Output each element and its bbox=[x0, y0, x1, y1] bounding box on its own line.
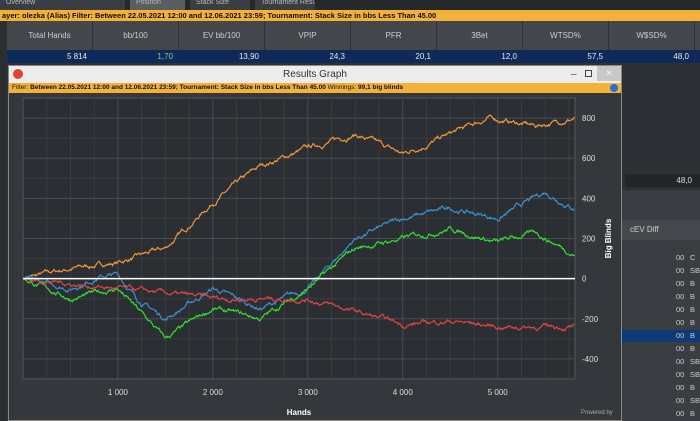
cell: B bbox=[690, 409, 696, 418]
cell: 00 bbox=[676, 292, 685, 301]
cell: 00 bbox=[676, 344, 685, 353]
table-row[interactable]: 00 B bbox=[620, 291, 700, 303]
y-tick-label: 600 bbox=[582, 154, 596, 163]
help-icon[interactable] bbox=[610, 84, 618, 92]
x-axis-label: Hands bbox=[287, 408, 312, 417]
stat-value: 24,3 bbox=[329, 52, 345, 61]
tab[interactable]: Stack Size bbox=[190, 0, 250, 10]
tab-active[interactable]: Position bbox=[130, 0, 185, 10]
cell: SB bbox=[690, 370, 700, 379]
cell: SB bbox=[690, 266, 700, 275]
x-tick-label: 5 000 bbox=[488, 388, 509, 397]
y-tick-label: 400 bbox=[582, 194, 596, 203]
filter-text: Between 22.05.2021 12:00 and 12.06.2021 … bbox=[30, 84, 326, 91]
stat-value: 1,70 bbox=[157, 52, 173, 61]
minimize-button[interactable]: – bbox=[571, 69, 577, 80]
tab[interactable]: Overview bbox=[0, 0, 125, 10]
stats-header: Total Hands bb/100 EV bb/100 VPIP PFR 3Bet WTS… bbox=[7, 21, 700, 50]
series-line-non-showdown bbox=[22, 278, 575, 332]
cell: 00 bbox=[676, 396, 685, 405]
stats-values: 5 814 1,70 13,90 24,3 20,1 12,0 57,5 48,0 bbox=[7, 50, 700, 63]
winnings-label: Winnings: bbox=[327, 84, 357, 91]
tab-bar: Overview Position Stack Size Tournament … bbox=[0, 0, 700, 10]
cell: 00 bbox=[676, 305, 685, 314]
x-tick-label: 3 000 bbox=[298, 388, 319, 397]
stat-value: 20,1 bbox=[415, 52, 431, 61]
table-row[interactable]: 00 B bbox=[620, 408, 700, 420]
maximize-button[interactable] bbox=[585, 70, 592, 77]
stat-header: VPIP bbox=[265, 21, 351, 50]
stat-header: PFR bbox=[351, 21, 437, 50]
x-tick-label: 4 000 bbox=[393, 388, 414, 397]
stat-value: 57,5 bbox=[587, 52, 603, 61]
table-row[interactable]: 00 SB bbox=[620, 369, 700, 381]
filter-bar: ayer: olezka (Alias) Filter: Between 22.… bbox=[0, 10, 700, 21]
close-button[interactable]: × bbox=[597, 66, 621, 81]
tab[interactable]: Tournament Results bbox=[255, 0, 315, 10]
cell: B bbox=[690, 305, 696, 314]
x-tick-label: 2 000 bbox=[203, 388, 224, 397]
cell: 00 bbox=[676, 266, 685, 275]
cell: 00 bbox=[676, 318, 685, 327]
cell: B bbox=[690, 279, 696, 288]
y-tick-label: 0 bbox=[582, 275, 587, 284]
stat-header: bb/100 bbox=[93, 21, 179, 50]
cell: 00 bbox=[676, 279, 685, 288]
cell: C bbox=[690, 253, 696, 262]
app-logo-icon bbox=[13, 69, 23, 79]
cell: 00 bbox=[676, 331, 685, 340]
series-line-showdown bbox=[22, 225, 575, 339]
graph-filter-bar: Filter: Between 22.05.2021 12:00 and 12.… bbox=[9, 83, 621, 93]
cell: B bbox=[690, 318, 696, 327]
table-row[interactable]: 00 SB bbox=[620, 356, 700, 368]
title-bar: Results Graph – × bbox=[9, 66, 621, 83]
table-row[interactable]: 00 B bbox=[620, 343, 700, 355]
stat-header: W$SD% bbox=[609, 21, 695, 50]
cell: B bbox=[690, 344, 696, 353]
table-row[interactable]: 00 C bbox=[620, 252, 700, 264]
y-axis-label: Big Blinds bbox=[604, 218, 613, 258]
cell: 00 bbox=[676, 383, 685, 392]
filter-label: Filter: bbox=[12, 84, 29, 91]
results-chart: 1 000 2 000 3 000 4 000 5 000 800 600 400 200 0 -2… bbox=[22, 97, 613, 417]
cell: B bbox=[690, 331, 696, 340]
powered-by: Powered by bbox=[581, 410, 613, 416]
results-graph-window: Results Graph – × Filter: Between 22.05.… bbox=[8, 65, 622, 421]
table-row[interactable]: 00 SB bbox=[620, 395, 700, 407]
y-tick-label: -200 bbox=[582, 315, 599, 324]
table-row[interactable]: 00 B bbox=[620, 317, 700, 329]
table-row[interactable]: 00 B bbox=[620, 304, 700, 316]
stat-header: EV bb/100 bbox=[179, 21, 265, 50]
stat-value: 48,0 bbox=[673, 52, 689, 61]
stat-header: 3Bet bbox=[437, 21, 523, 50]
cell: 00 bbox=[676, 357, 685, 366]
cell: SB bbox=[690, 357, 700, 366]
table-row[interactable]: 00 B bbox=[620, 330, 700, 342]
y-tick-label: 800 bbox=[582, 114, 596, 123]
column-header-cev-diff[interactable]: cEV Diff bbox=[620, 220, 700, 240]
right-value: 48,0 bbox=[625, 174, 700, 187]
side-strip bbox=[0, 21, 6, 421]
cell: 00 bbox=[676, 370, 685, 379]
series-line-net-won bbox=[22, 114, 575, 281]
winnings-value: 99,1 big blinds bbox=[358, 84, 404, 91]
table-row[interactable]: 00 SB bbox=[620, 265, 700, 277]
x-tick-label: 1 000 bbox=[108, 388, 129, 397]
cell: B bbox=[690, 292, 696, 301]
stat-value: 12,0 bbox=[501, 52, 517, 61]
window-title: Results Graph bbox=[283, 69, 347, 80]
right-table: cEV Diff 00 C 00 SB 00 B 00 B 00 B 00 B 00 B 00 B 00 SB 00… bbox=[620, 190, 700, 421]
cell: B bbox=[690, 383, 696, 392]
cell: 00 bbox=[676, 253, 685, 262]
y-tick-label: -400 bbox=[582, 355, 599, 364]
stat-value: 5 814 bbox=[66, 52, 87, 61]
table-row[interactable]: 00 B bbox=[620, 278, 700, 290]
stat-header: WTSD% bbox=[523, 21, 609, 50]
cell: SB bbox=[690, 396, 700, 405]
cell: 00 bbox=[676, 409, 685, 418]
stat-value: 13,90 bbox=[238, 52, 259, 61]
stat-header: Total Hands bbox=[7, 21, 93, 50]
y-tick-label: 200 bbox=[582, 235, 596, 244]
table-row[interactable]: 00 B bbox=[620, 382, 700, 394]
